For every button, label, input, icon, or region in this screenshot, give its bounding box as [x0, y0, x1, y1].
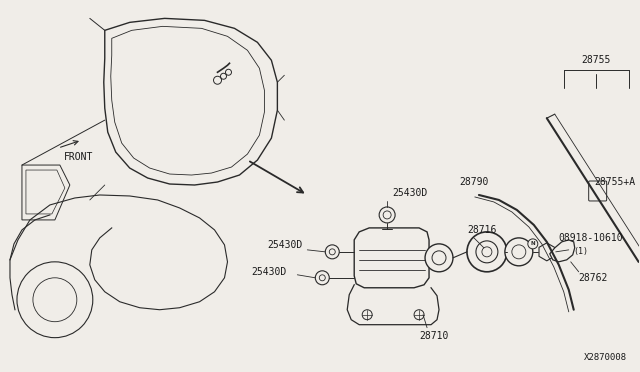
- Polygon shape: [550, 240, 575, 262]
- Circle shape: [379, 207, 395, 223]
- Text: 25430D: 25430D: [252, 267, 287, 277]
- Text: 28790: 28790: [460, 177, 489, 187]
- Circle shape: [512, 245, 526, 259]
- Text: 28755: 28755: [581, 55, 611, 65]
- Circle shape: [476, 241, 498, 263]
- Text: 25430D: 25430D: [268, 240, 303, 250]
- Text: 28716: 28716: [467, 225, 497, 235]
- Polygon shape: [354, 228, 429, 288]
- Text: (1): (1): [573, 247, 589, 256]
- Text: X2870008: X2870008: [584, 353, 627, 362]
- Text: 28762: 28762: [579, 273, 608, 283]
- Circle shape: [505, 238, 533, 266]
- Circle shape: [425, 244, 453, 272]
- Circle shape: [325, 245, 339, 259]
- Text: 25430D: 25430D: [392, 188, 428, 198]
- Text: 28710: 28710: [419, 331, 449, 341]
- Text: 08918-10610: 08918-10610: [559, 233, 623, 243]
- Circle shape: [316, 271, 329, 285]
- Circle shape: [528, 239, 538, 249]
- Text: FRONT: FRONT: [64, 152, 93, 162]
- Polygon shape: [539, 243, 554, 261]
- Circle shape: [467, 232, 507, 272]
- Text: 28755+A: 28755+A: [595, 177, 636, 187]
- FancyBboxPatch shape: [589, 181, 607, 201]
- Text: N: N: [531, 241, 535, 246]
- Circle shape: [432, 251, 446, 265]
